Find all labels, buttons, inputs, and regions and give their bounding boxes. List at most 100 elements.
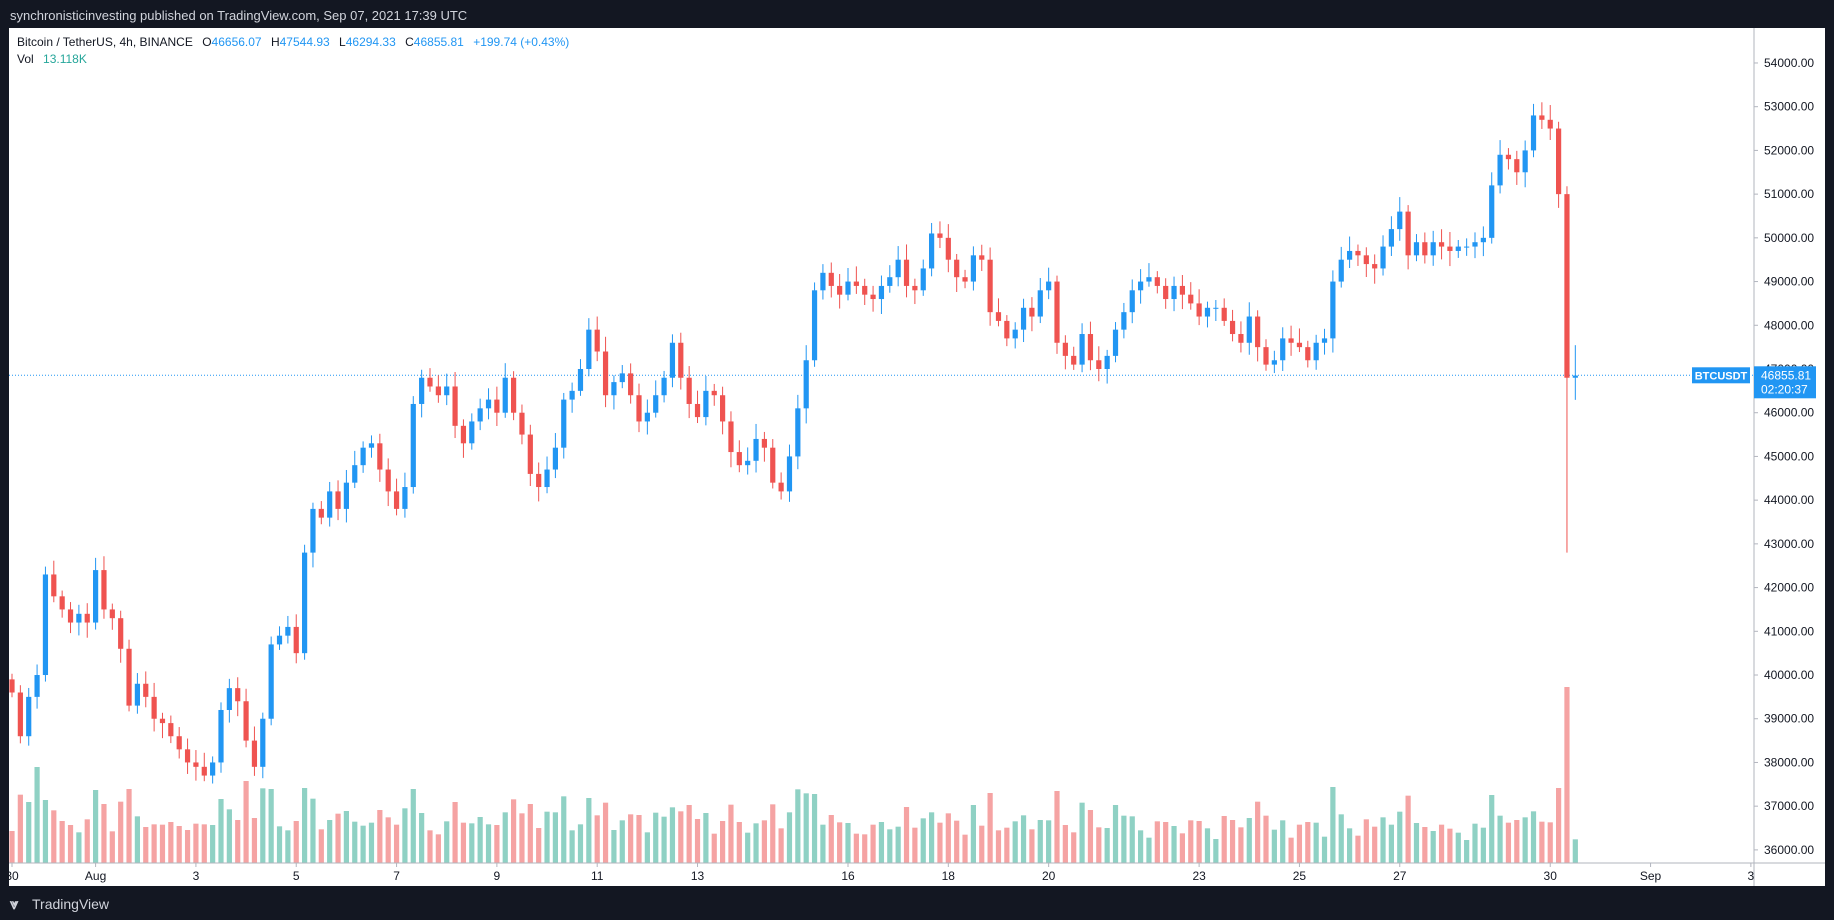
- volume-bar: [1087, 810, 1094, 863]
- candle-body: [193, 762, 199, 767]
- volume-bar: [728, 804, 734, 863]
- candle-body: [636, 395, 642, 422]
- volume-bar: [42, 800, 49, 863]
- candle-body: [728, 421, 734, 453]
- chart-legend: Bitcoin / TetherUS, 4h, BINANCE O46656.0…: [17, 34, 569, 68]
- candle-body: [1489, 185, 1495, 238]
- candle-body: [912, 285, 918, 291]
- price-tick-label: 37000.00: [1764, 799, 1814, 813]
- volume-bar: [1413, 823, 1420, 863]
- candle-body: [937, 233, 943, 238]
- volume-bar: [184, 830, 191, 863]
- volume-bar: [1179, 833, 1185, 863]
- candle-body: [9, 679, 15, 693]
- symbol-title[interactable]: Bitcoin / TetherUS, 4h, BINANCE: [17, 35, 193, 49]
- tradingview-brand[interactable]: TradingView: [32, 896, 110, 912]
- candle-body: [1413, 242, 1420, 256]
- volume-bar: [1472, 823, 1478, 863]
- chart-panel[interactable]: 54000.00 53000.00 52000.00 51000.00 50000.00…: [9, 28, 1825, 886]
- candle-body: [93, 570, 99, 623]
- candle-body: [1096, 360, 1102, 369]
- volume-bar: [937, 822, 943, 863]
- candle-body: [151, 696, 157, 719]
- candle-body: [1514, 159, 1520, 173]
- candle-body: [1204, 307, 1211, 317]
- candle-body: [920, 268, 926, 291]
- volume-bar: [1104, 828, 1110, 863]
- candle-body: [293, 626, 299, 654]
- candle-body: [469, 421, 475, 444]
- candle-body: [17, 692, 23, 737]
- volume-bar: [602, 802, 609, 863]
- publish-info: synchronisticinvesting published on Trad…: [10, 8, 468, 23]
- price-tag-box: [1754, 366, 1816, 399]
- volume-bar: [1271, 829, 1277, 863]
- candle-body: [34, 675, 40, 697]
- time-tick-label: 9: [494, 869, 501, 883]
- candle-body: [1313, 342, 1319, 361]
- volume-bar: [669, 807, 676, 863]
- volume-bar: [393, 824, 400, 863]
- candle-body: [753, 438, 759, 461]
- candle-body: [770, 447, 776, 483]
- price-tick-label: 51000.00: [1764, 187, 1814, 201]
- volume-bar: [678, 811, 684, 863]
- candle-body: [243, 701, 249, 741]
- volume-bar: [703, 813, 709, 863]
- time-tick-label: 23: [1192, 869, 1206, 883]
- volume-bar: [1020, 815, 1027, 863]
- volume-bar: [1246, 818, 1252, 863]
- volume-bar: [1447, 828, 1453, 863]
- volume-label[interactable]: Vol: [17, 52, 34, 66]
- volume-bar: [460, 822, 467, 863]
- volume-bar: [536, 828, 542, 863]
- candle-body: [377, 443, 383, 470]
- open-label: O: [202, 35, 212, 49]
- volume-bar: [1154, 821, 1160, 863]
- candle-body: [134, 683, 140, 706]
- time-tick-label: 18: [942, 869, 956, 883]
- volume-bar: [820, 824, 826, 863]
- candle-body: [310, 508, 316, 553]
- candle-body: [1305, 347, 1311, 361]
- volume-bar: [377, 810, 383, 863]
- price-tick-label: 41000.00: [1764, 624, 1814, 638]
- volume-bar: [352, 821, 358, 863]
- candle-body: [1046, 281, 1052, 291]
- candle-body: [1029, 307, 1035, 317]
- candle-body: [1079, 334, 1085, 365]
- candle-body: [494, 399, 500, 413]
- candle-body: [327, 491, 333, 518]
- time-tick-label: 7: [393, 869, 400, 883]
- volume-bar: [569, 830, 575, 863]
- candle-body: [552, 447, 558, 470]
- volume-bar: [1422, 827, 1428, 863]
- candle-body: [1071, 355, 1077, 365]
- volume-bar: [444, 821, 450, 863]
- candle-body: [1020, 307, 1027, 330]
- candle-body: [477, 408, 483, 422]
- price-chart[interactable]: 54000.00 53000.00 52000.00 51000.00 50000.00…: [9, 28, 1825, 886]
- volume-bar: [176, 826, 182, 863]
- volume-bar: [795, 789, 801, 863]
- price-tag-countdown: 02:20:37: [1761, 382, 1808, 396]
- candle-body: [820, 272, 826, 291]
- price-tick-label: 44000.00: [1764, 493, 1814, 507]
- candle-body: [511, 377, 517, 413]
- candle-body: [1288, 338, 1294, 343]
- volume-bar: [1112, 805, 1119, 863]
- candle-body: [1296, 342, 1303, 348]
- candle-body: [669, 342, 676, 378]
- volume-bar: [1539, 821, 1545, 863]
- volume-bar: [469, 823, 475, 863]
- tradingview-logo-icon[interactable]: ⩔: [10, 896, 19, 913]
- price-tick-label: 49000.00: [1764, 275, 1814, 289]
- candle-body: [26, 696, 32, 737]
- candle-body: [1129, 290, 1135, 313]
- candle-body: [811, 290, 818, 361]
- volume-bar: [151, 824, 157, 863]
- volume-bar: [979, 825, 985, 863]
- volume-bar: [987, 793, 993, 863]
- candle-body: [402, 487, 408, 509]
